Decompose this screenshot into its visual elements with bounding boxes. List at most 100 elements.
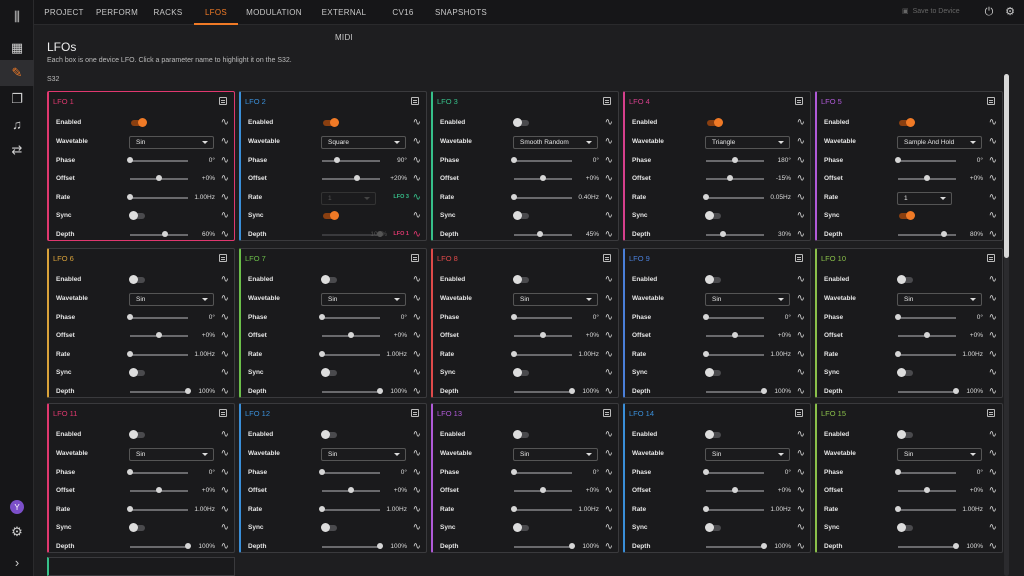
param-label-sync[interactable]: Sync — [248, 369, 264, 376]
modulation-wave-icon[interactable]: ∿ — [220, 349, 229, 360]
modulation-wave-icon[interactable]: ∿ — [412, 504, 421, 515]
phase-slider[interactable] — [706, 157, 764, 163]
wavetable-select[interactable]: Sin — [705, 448, 790, 461]
rate-slider[interactable] — [127, 506, 188, 512]
modulation-wave-icon[interactable]: ∿ — [412, 448, 421, 459]
slider-thumb[interactable] — [720, 231, 727, 237]
modulation-wave-icon[interactable]: ∿ — [412, 312, 421, 323]
slider-thumb[interactable] — [895, 469, 901, 475]
param-label-rate[interactable]: Rate — [632, 351, 647, 358]
param-label-rate[interactable]: Rate — [56, 351, 71, 358]
modulation-wave-icon[interactable]: ∿ — [796, 522, 805, 533]
rate-slider[interactable] — [319, 351, 380, 357]
slider-thumb[interactable] — [185, 388, 191, 394]
modulation-wave-icon[interactable]: ∿ — [604, 173, 613, 184]
param-label-depth[interactable]: Depth — [824, 388, 843, 395]
param-label-rate[interactable]: Rate — [824, 506, 839, 513]
modulation-wave-icon[interactable]: ∿ — [604, 192, 613, 203]
modulation-wave-icon[interactable]: ∿ — [796, 485, 805, 496]
modulation-wave-icon[interactable]: ∿ — [604, 386, 613, 397]
param-label-rate[interactable]: Rate — [248, 351, 263, 358]
slider-thumb[interactable] — [127, 506, 133, 512]
modulation-wave-icon[interactable]: ∿ — [604, 541, 613, 552]
param-label-wavetable[interactable]: Wavetable — [56, 138, 88, 145]
modulation-wave-icon[interactable]: ∿ — [604, 155, 613, 166]
depth-slider[interactable] — [322, 388, 383, 394]
param-label-sync[interactable]: Sync — [824, 212, 840, 219]
slider-thumb[interactable] — [511, 157, 517, 163]
wavetable-select[interactable]: Sin — [321, 293, 406, 306]
modulation-wave-icon[interactable]: ∿ — [604, 367, 613, 378]
slider-thumb[interactable] — [569, 543, 575, 549]
param-label-offset[interactable]: Offset — [248, 487, 267, 494]
modulation-wave-icon[interactable]: ∿ — [988, 467, 997, 478]
tab-cv16[interactable]: CV16 — [392, 8, 414, 17]
modulation-wave-icon[interactable]: ∿ — [220, 274, 229, 285]
param-label-offset[interactable]: Offset — [56, 487, 75, 494]
phase-slider[interactable] — [127, 314, 188, 320]
param-label-sync[interactable]: Sync — [824, 524, 840, 531]
phase-slider[interactable] — [895, 157, 956, 163]
offset-slider[interactable] — [322, 332, 380, 338]
param-label-rate[interactable]: Rate — [632, 506, 647, 513]
modulation-wave-icon[interactable]: ∿ — [988, 192, 997, 203]
slider-thumb[interactable] — [703, 351, 709, 357]
lfo-menu-icon[interactable] — [219, 254, 227, 262]
depth-slider[interactable] — [130, 231, 188, 237]
param-label-sync[interactable]: Sync — [248, 212, 264, 219]
modulation-wave-icon[interactable]: ∿ — [796, 448, 805, 459]
modulation-wave-icon[interactable]: ∿ — [412, 367, 421, 378]
param-label-offset[interactable]: Offset — [440, 487, 459, 494]
slider-thumb[interactable] — [732, 157, 738, 163]
slider-thumb[interactable] — [353, 175, 360, 181]
modulation-wave-icon[interactable]: ∿ — [412, 386, 421, 397]
param-label-wavetable[interactable]: Wavetable — [56, 295, 88, 302]
lfo-menu-icon[interactable] — [411, 409, 419, 417]
modulation-wave-icon[interactable]: ∿ — [988, 155, 997, 166]
phase-slider[interactable] — [703, 314, 764, 320]
modulation-wave-icon[interactable]: ∿ — [412, 192, 421, 203]
slider-thumb[interactable] — [569, 388, 575, 394]
wavetable-select[interactable]: Sin — [513, 293, 598, 306]
depth-slider[interactable] — [322, 543, 383, 549]
rate-slider[interactable] — [127, 351, 188, 357]
modulation-wave-icon[interactable]: ∿ — [988, 173, 997, 184]
slider-thumb[interactable] — [703, 314, 709, 320]
modulation-wave-icon[interactable]: ∿ — [988, 522, 997, 533]
param-label-phase[interactable]: Phase — [440, 469, 460, 476]
modulation-wave-icon[interactable]: ∿ — [796, 467, 805, 478]
slider-thumb[interactable] — [703, 469, 709, 475]
tab-project[interactable]: PROJECT — [44, 8, 84, 17]
modulation-wave-icon[interactable]: ∿ — [604, 485, 613, 496]
lfo-menu-icon[interactable] — [795, 409, 803, 417]
modulation-wave-icon[interactable]: ∿ — [412, 522, 421, 533]
modulation-wave-icon[interactable]: ∿ — [796, 136, 805, 147]
param-label-sync[interactable]: Sync — [440, 369, 456, 376]
lfo-menu-icon[interactable] — [987, 409, 995, 417]
modulation-wave-icon[interactable]: ∿ — [412, 330, 421, 341]
phase-slider[interactable] — [703, 469, 764, 475]
modulation-wave-icon[interactable]: ∿ — [604, 229, 613, 240]
modulation-wave-icon[interactable]: ∿ — [988, 229, 997, 240]
sync-toggle[interactable] — [513, 368, 529, 377]
modulation-wave-icon[interactable]: ∿ — [988, 117, 997, 128]
param-label-wavetable[interactable]: Wavetable — [632, 295, 664, 302]
param-label-enabled[interactable]: Enabled — [824, 431, 850, 438]
modulation-wave-icon[interactable]: ∿ — [604, 117, 613, 128]
enabled-toggle[interactable] — [129, 430, 145, 439]
lfo-menu-icon[interactable] — [411, 97, 419, 105]
depth-slider[interactable] — [898, 231, 956, 237]
slider-thumb[interactable] — [319, 351, 325, 357]
modulation-wave-icon[interactable]: ∿ — [604, 448, 613, 459]
rate-select[interactable]: 1 — [897, 192, 952, 205]
depth-slider[interactable] — [706, 388, 767, 394]
offset-slider[interactable] — [322, 175, 380, 181]
modulation-wave-icon[interactable]: ∿ — [988, 349, 997, 360]
sync-toggle[interactable] — [705, 211, 721, 220]
sync-toggle[interactable] — [705, 368, 721, 377]
enabled-toggle[interactable] — [705, 430, 721, 439]
modulation-wave-icon[interactable]: ∿ — [604, 312, 613, 323]
slider-thumb[interactable] — [732, 332, 738, 338]
slider-thumb[interactable] — [761, 543, 767, 549]
lfo-menu-icon[interactable] — [219, 97, 227, 105]
